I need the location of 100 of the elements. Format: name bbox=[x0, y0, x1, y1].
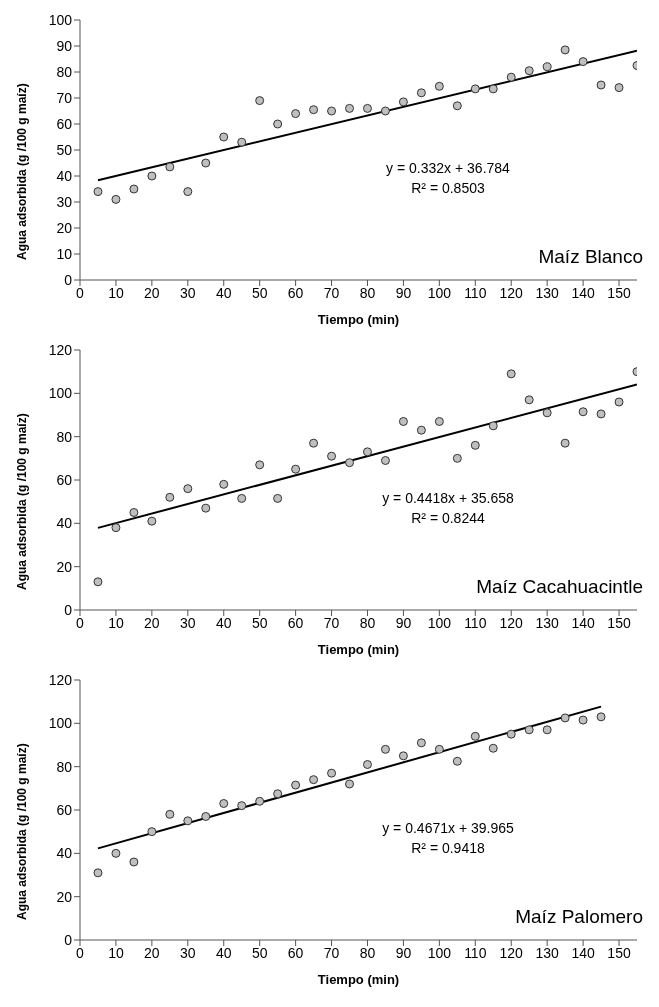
point bbox=[524, 66, 534, 76]
point bbox=[273, 119, 283, 129]
x-tick-label: 80 bbox=[359, 944, 376, 961]
x-tick-label: 50 bbox=[251, 944, 268, 961]
point bbox=[309, 775, 319, 785]
x-tick-label: 20 bbox=[144, 614, 160, 631]
point bbox=[434, 417, 444, 426]
x-tick-label: 60 bbox=[287, 614, 304, 631]
x-tick-label: 60 bbox=[287, 944, 304, 961]
x-tick-label: 100 bbox=[427, 284, 452, 301]
point bbox=[255, 96, 265, 106]
x-tick-label: 80 bbox=[359, 614, 376, 631]
point bbox=[524, 725, 534, 735]
point bbox=[416, 88, 426, 98]
annotation: y = 0.4671x + 39.965 bbox=[381, 819, 515, 838]
x-tick-label: 40 bbox=[215, 944, 232, 961]
x-tick-label: 80 bbox=[359, 284, 376, 301]
point bbox=[542, 62, 552, 72]
point bbox=[327, 768, 337, 778]
point bbox=[255, 460, 265, 470]
point bbox=[147, 171, 157, 181]
x-tick-label: 150 bbox=[607, 944, 631, 961]
y-tick-label: 120 bbox=[48, 341, 73, 358]
point bbox=[201, 503, 211, 513]
y-tick-label: 100 bbox=[48, 11, 73, 28]
x-tick-label: 120 bbox=[499, 944, 524, 961]
y-tick-label: 30 bbox=[56, 193, 73, 210]
point bbox=[470, 731, 480, 741]
point bbox=[93, 187, 103, 197]
text: Maíz Cacahuacintle bbox=[476, 576, 643, 598]
x-tick-label: 10 bbox=[108, 614, 124, 631]
point bbox=[380, 106, 390, 116]
x-tick-label: 100 bbox=[427, 614, 452, 631]
point bbox=[327, 451, 337, 461]
point bbox=[452, 453, 462, 463]
point bbox=[596, 712, 606, 722]
point bbox=[452, 101, 462, 111]
x-axis-title: Tiempo (min) bbox=[317, 312, 400, 327]
point bbox=[165, 809, 175, 819]
y-axis-title: Agua adsorbida (g /100 g maíz) bbox=[15, 413, 30, 590]
point bbox=[398, 97, 408, 107]
point bbox=[398, 751, 408, 761]
point bbox=[524, 395, 534, 405]
x-tick-label: 10 bbox=[108, 284, 124, 301]
point bbox=[237, 137, 247, 147]
point bbox=[380, 456, 390, 465]
x-tick-label: 150 bbox=[607, 284, 631, 301]
point bbox=[255, 796, 265, 806]
x-tick-label: 140 bbox=[571, 944, 595, 961]
point bbox=[506, 72, 516, 82]
point bbox=[165, 492, 175, 502]
text: Maíz Palomero bbox=[515, 906, 643, 928]
point bbox=[309, 438, 319, 448]
point bbox=[380, 744, 390, 754]
point bbox=[362, 760, 372, 769]
point bbox=[560, 438, 570, 448]
x-tick-label: 0 bbox=[76, 614, 85, 631]
point bbox=[273, 789, 283, 799]
point bbox=[452, 756, 462, 766]
annotation: R² = 0.8244 bbox=[410, 509, 486, 528]
y-tick-label: 90 bbox=[56, 37, 73, 54]
x-tick-label: 0 bbox=[76, 284, 85, 301]
point bbox=[488, 84, 498, 94]
point bbox=[506, 369, 516, 379]
x-tick-label: 120 bbox=[499, 284, 524, 301]
point bbox=[219, 799, 229, 808]
point bbox=[219, 479, 229, 489]
point bbox=[111, 523, 121, 533]
x-tick-label: 30 bbox=[180, 614, 196, 631]
point bbox=[470, 84, 480, 94]
point bbox=[183, 187, 193, 197]
point bbox=[416, 738, 426, 748]
point bbox=[93, 577, 103, 587]
y-tick-label: 10 bbox=[56, 245, 73, 262]
point bbox=[578, 407, 588, 417]
point bbox=[398, 417, 408, 426]
y-axis-title: Agua adsorbida (g /100 g maíz) bbox=[15, 743, 30, 920]
y-tick-label: 20 bbox=[56, 219, 73, 236]
y-tick-label: 80 bbox=[56, 758, 73, 775]
point bbox=[345, 458, 355, 468]
y-tick-label: 0 bbox=[64, 271, 73, 288]
x-tick-label: 110 bbox=[464, 944, 487, 961]
point bbox=[416, 425, 426, 435]
annotation: R² = 0.8503 bbox=[410, 179, 486, 198]
y-tick-label: 0 bbox=[64, 931, 73, 948]
point bbox=[201, 812, 211, 821]
y-tick-label: 70 bbox=[56, 89, 73, 106]
y-tick-label: 20 bbox=[56, 558, 73, 575]
point bbox=[488, 421, 498, 431]
x-tick-label: 130 bbox=[535, 284, 560, 301]
point bbox=[147, 827, 157, 837]
x-tick-label: 90 bbox=[395, 284, 412, 301]
y-axis-title: Agua adsorbida (g /100 g maíz) bbox=[15, 83, 30, 260]
point bbox=[291, 109, 301, 119]
y-tick-label: 120 bbox=[48, 671, 73, 688]
x-tick-label: 130 bbox=[535, 614, 560, 631]
point bbox=[362, 447, 372, 457]
point bbox=[183, 816, 193, 826]
y-tick-label: 100 bbox=[48, 385, 73, 402]
x-axis-title: Tiempo (min) bbox=[317, 642, 400, 657]
